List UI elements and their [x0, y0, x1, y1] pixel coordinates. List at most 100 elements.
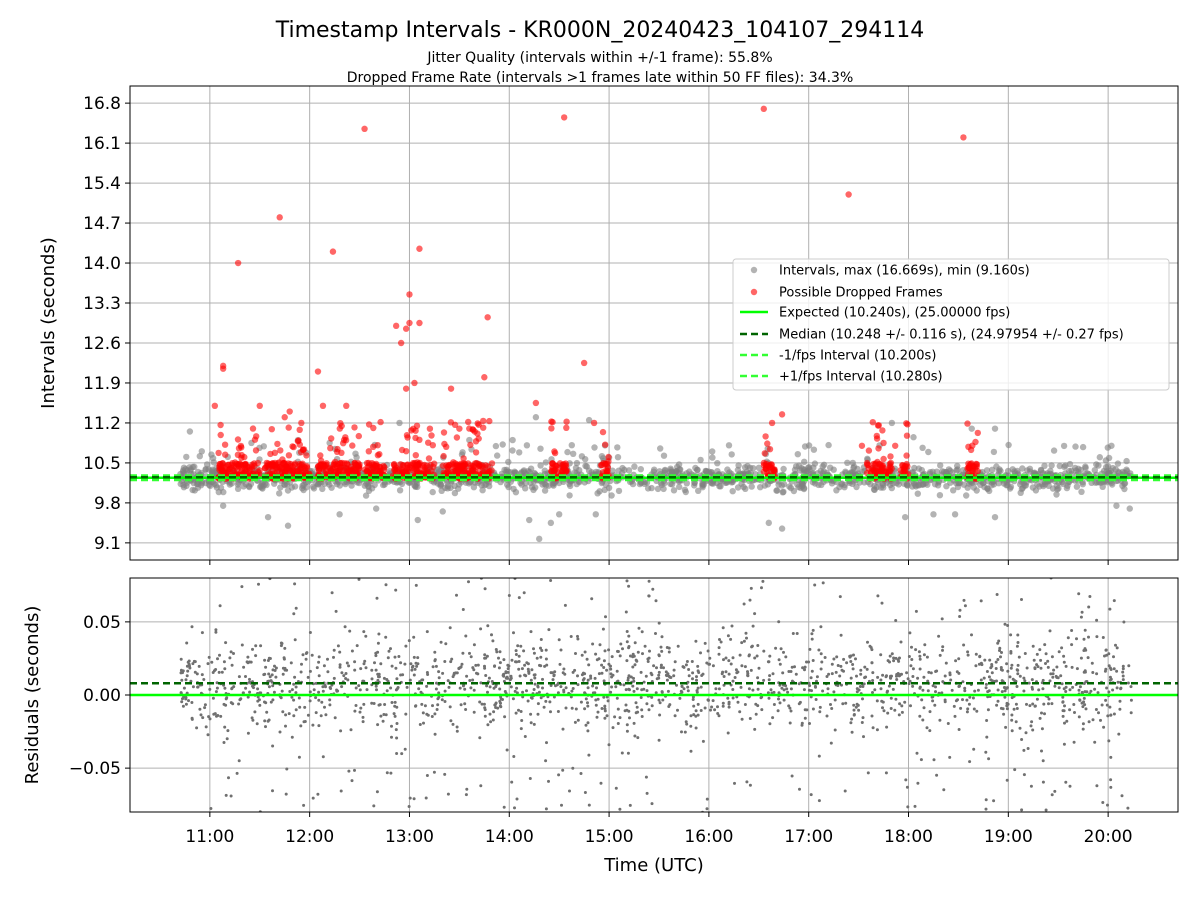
residual-point [628, 716, 631, 720]
residual-point [471, 678, 475, 682]
dropped-frame-point [412, 427, 419, 434]
interval-point [668, 481, 676, 488]
dropped-frame-point [315, 467, 323, 474]
dropped-frame-point [858, 442, 866, 449]
interval-point [1032, 487, 1040, 494]
residual-point [686, 689, 690, 693]
residual-point [998, 649, 1001, 652]
residual-point [876, 675, 880, 679]
residual-point [1038, 716, 1042, 720]
residual-point [808, 647, 812, 651]
residual-point [1028, 704, 1032, 708]
residual-point [340, 671, 344, 675]
residual-point [434, 664, 438, 668]
residual-point [230, 687, 234, 691]
residual-point [311, 796, 315, 800]
interval-point [1075, 465, 1082, 472]
residual-point [1060, 682, 1064, 686]
residual-point [839, 633, 843, 637]
residual-point [215, 681, 219, 685]
residual-point [237, 702, 241, 706]
residual-point [891, 687, 895, 691]
interval-point [352, 450, 359, 457]
interval-point [1114, 460, 1122, 467]
interval-point [208, 451, 215, 458]
residual-point [727, 672, 731, 676]
residual-point [745, 780, 749, 784]
residual-point [790, 774, 794, 778]
residual-point [235, 771, 239, 775]
residual-point [1003, 622, 1007, 626]
residual-point [789, 670, 793, 673]
dropped-frame-point [472, 449, 480, 456]
dropped-frame-point [425, 455, 433, 462]
residual-point [682, 665, 686, 669]
residual-point [550, 671, 554, 675]
interval-point [492, 442, 500, 450]
residual-point [786, 690, 790, 694]
residual-point [1016, 663, 1020, 667]
residual-point [254, 644, 258, 648]
residual-point [597, 672, 601, 676]
residual-point [464, 634, 468, 638]
residual-point [273, 669, 277, 672]
residual-point [1103, 669, 1107, 673]
residual-point [645, 689, 649, 693]
residual-point [811, 628, 815, 632]
dropped-frame-point [295, 437, 302, 444]
dropped-frame-point [974, 468, 981, 475]
residual-point [533, 673, 537, 677]
interval-point [284, 522, 292, 529]
residual-point [966, 707, 970, 711]
residual-point [395, 752, 399, 755]
residual-point [717, 687, 721, 691]
interval-point [714, 460, 721, 467]
residual-point [529, 678, 533, 682]
interval-point [699, 480, 706, 487]
residual-point [407, 639, 411, 643]
residual-point [279, 696, 283, 700]
interval-point [983, 467, 991, 474]
residual-point [284, 724, 287, 728]
residual-point [576, 718, 580, 722]
residual-point [497, 656, 500, 660]
residual-point [461, 651, 465, 655]
residual-point [526, 667, 530, 671]
residual-point [497, 666, 501, 670]
residual-point [586, 686, 590, 690]
residual-point [848, 654, 852, 658]
interval-point [264, 513, 272, 521]
residual-point [353, 668, 357, 672]
residual-point [897, 713, 901, 717]
residual-point [894, 697, 898, 701]
residual-point [879, 678, 883, 682]
residual-point [1041, 780, 1045, 784]
residual-point [958, 615, 962, 618]
residual-point [483, 653, 487, 657]
residual-point [829, 741, 833, 745]
residual-point [962, 643, 966, 647]
residual-point [1106, 803, 1109, 807]
residual-point [1004, 725, 1008, 729]
dropped-frame-point [314, 368, 322, 375]
interval-point [615, 487, 623, 495]
interval-point [1109, 481, 1116, 488]
interval-point [1072, 443, 1079, 450]
residual-point [650, 704, 654, 708]
residual-point [1121, 678, 1125, 682]
residual-point [1108, 607, 1112, 611]
residual-point [1121, 674, 1125, 678]
residual-point [361, 715, 365, 719]
interval-point [995, 480, 1002, 487]
residual-point [308, 669, 312, 673]
residual-point [564, 706, 568, 710]
residual-point [376, 723, 380, 727]
residual-point [206, 662, 210, 666]
residual-point [686, 685, 690, 689]
residual-point [1041, 687, 1045, 691]
dropped-frame-point [268, 426, 275, 433]
residual-point [232, 685, 236, 689]
residual-point [444, 642, 448, 646]
residual-point [595, 658, 599, 662]
residual-point [301, 653, 305, 657]
